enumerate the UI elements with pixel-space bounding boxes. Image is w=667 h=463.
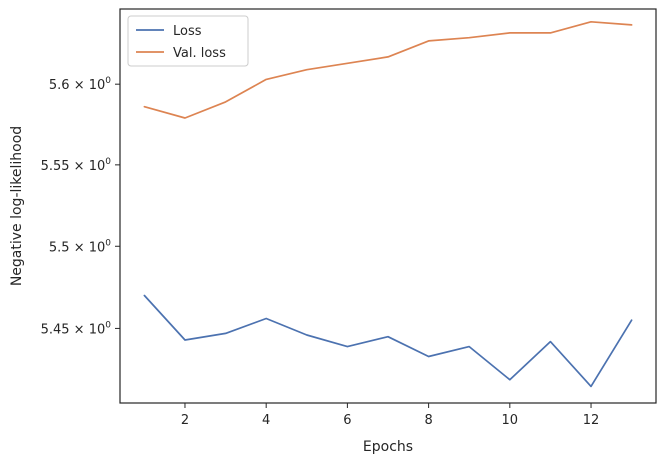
legend: Loss Val. loss (127, 15, 249, 67)
x-tick-label: 4 (262, 413, 270, 428)
y-axis-ticks: 5.45 × 100 5.5 × 100 5.55 × 100 5.6 × 100 (41, 76, 120, 337)
y-tick-label: 5.6 × 100 (49, 76, 111, 93)
legend-box (127, 15, 249, 67)
y-tick-label: 5.55 × 100 (41, 157, 112, 174)
x-axis-ticks: 2 4 6 8 10 12 (181, 403, 599, 428)
series-line-loss (143, 294, 633, 388)
legend-label: Val. loss (173, 46, 226, 61)
x-tick-label: 10 (502, 413, 519, 428)
y-tick-label: 5.45 × 100 (41, 320, 112, 337)
y-axis-label: Negative log-likelihood (9, 126, 25, 286)
axes-frame (119, 8, 657, 404)
x-axis-label: Epochs (363, 439, 413, 455)
series-layer (143, 20, 633, 388)
series-line-val-loss (143, 20, 633, 119)
y-tick-label: 5.5 × 100 (49, 238, 111, 255)
x-tick-label: 8 (424, 413, 432, 428)
x-tick-label: 2 (181, 413, 189, 428)
x-tick-label: 6 (343, 413, 351, 428)
legend-label: Loss (173, 24, 202, 39)
x-tick-label: 12 (583, 413, 600, 428)
